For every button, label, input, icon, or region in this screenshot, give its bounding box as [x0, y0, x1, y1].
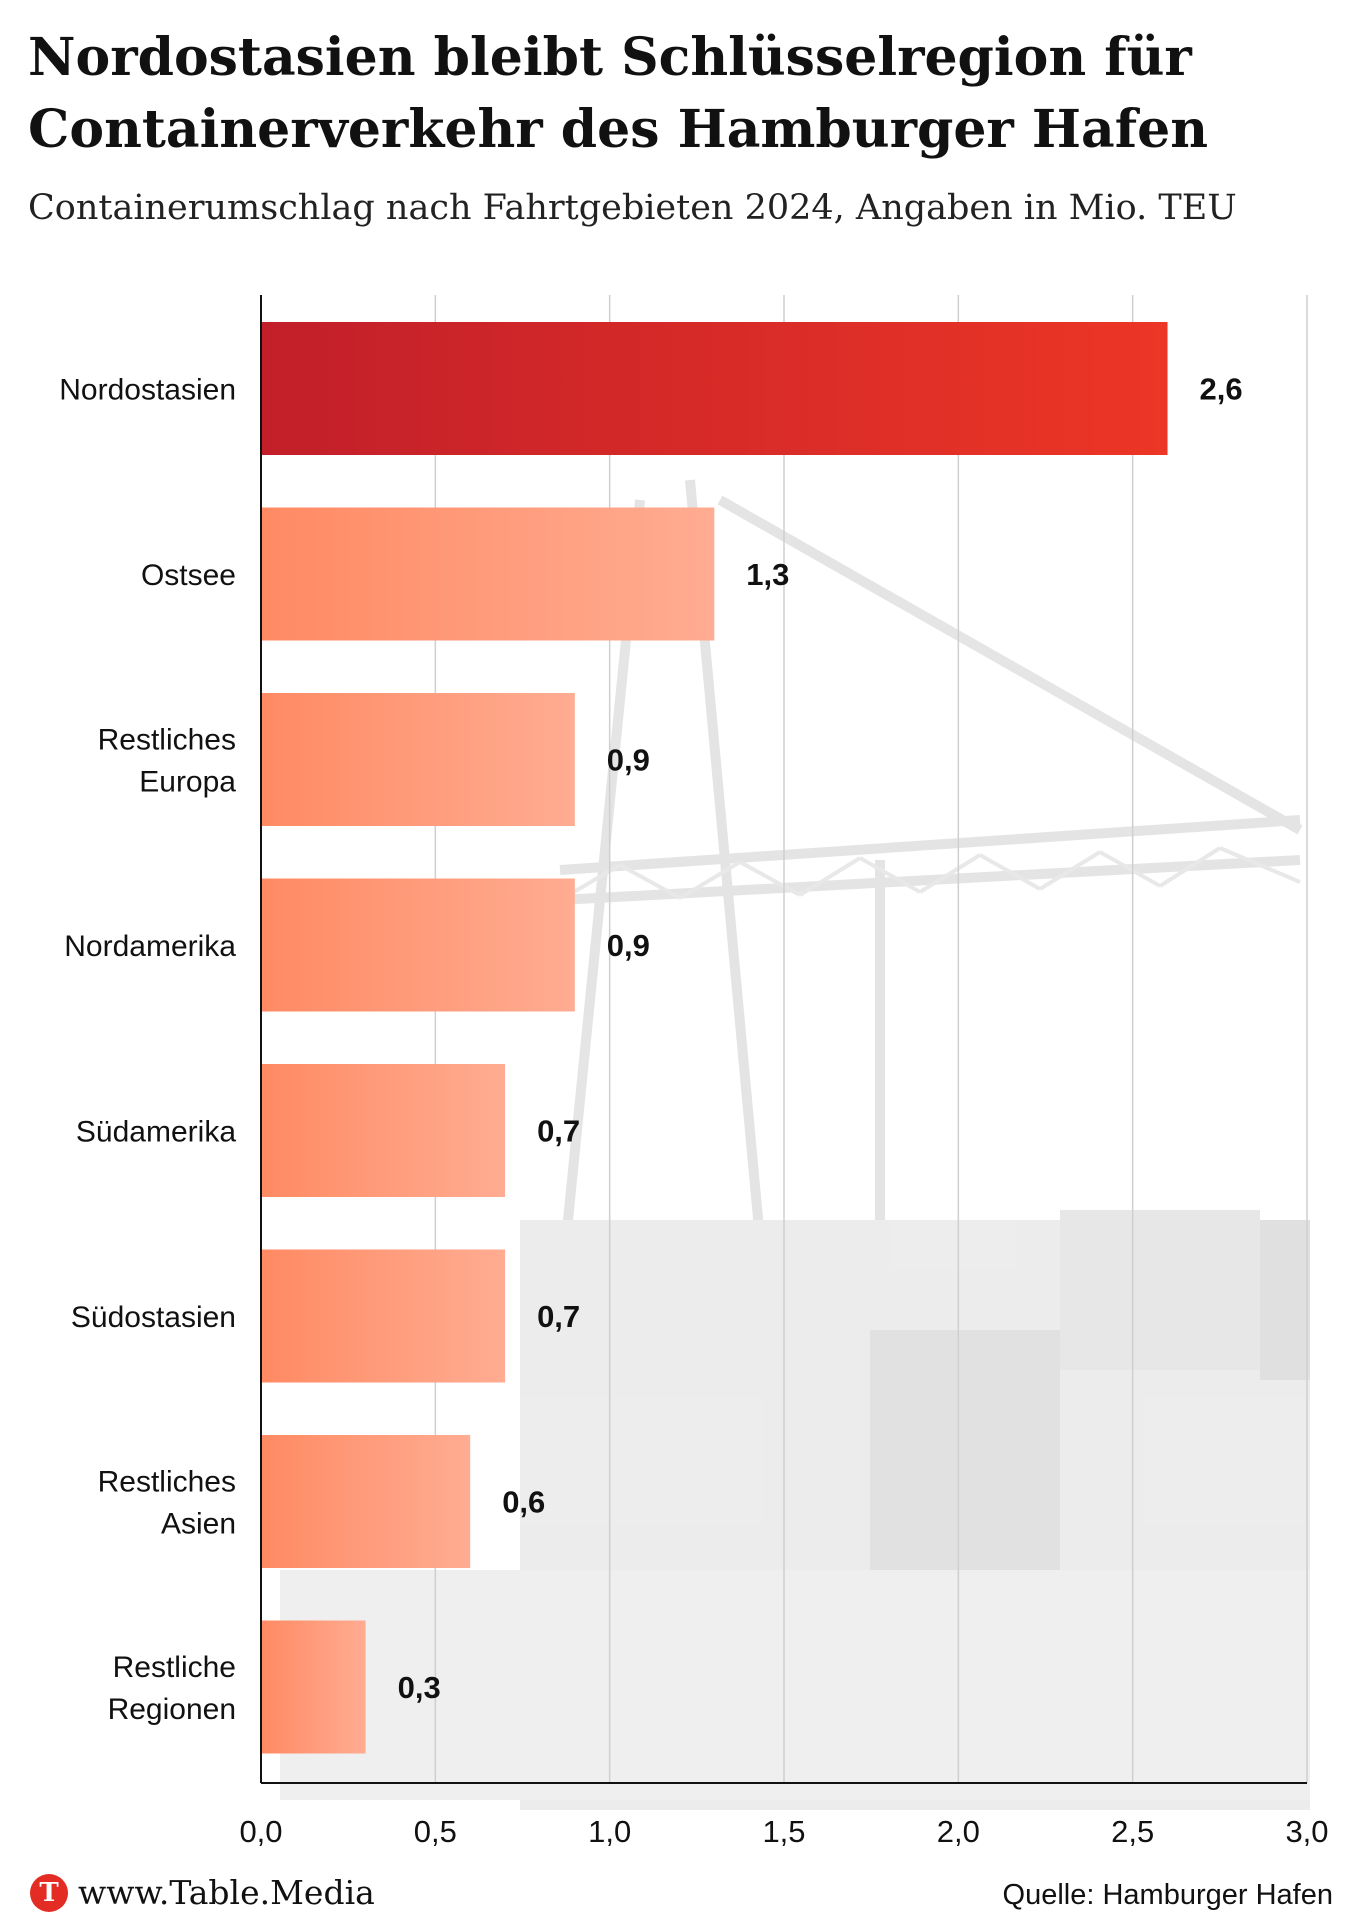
axes	[260, 295, 1307, 1784]
category-label: Restliches	[98, 1466, 236, 1499]
bar	[261, 1249, 506, 1383]
footer-url[interactable]: www.Table.Media	[78, 1873, 375, 1912]
value-label: 0,9	[607, 928, 650, 963]
category-label: Europa	[139, 766, 236, 799]
x-tick-label: 0,5	[414, 1814, 457, 1849]
category-label: Nordostasien	[59, 374, 236, 407]
value-label: 0,3	[398, 1670, 441, 1705]
category-label: Restliche	[113, 1651, 236, 1684]
value-label: 0,7	[537, 1299, 580, 1334]
category-label: Asien	[161, 1508, 236, 1541]
x-tick-label: 2,5	[1111, 1814, 1154, 1849]
value-label: 1,3	[746, 557, 789, 592]
category-labels: Nordostasien Ostsee Restliches Europa Nordam…	[59, 374, 236, 1727]
bar	[261, 322, 1168, 455]
category-label: Südostasien	[71, 1301, 236, 1334]
bar	[261, 1064, 506, 1197]
bar	[261, 1435, 471, 1568]
x-tick-label: 2,0	[937, 1814, 980, 1849]
table-media-logo: T	[30, 1874, 68, 1912]
bar	[261, 693, 575, 826]
x-tick-labels: 0,0 0,5 1,0 1,5 2,0 2,5 3,0	[239, 1814, 1328, 1849]
x-tick-label: 1,0	[588, 1814, 631, 1849]
chart-subtitle: Containerumschlag nach Fahrtgebieten 202…	[28, 188, 1237, 228]
category-label: Nordamerika	[64, 930, 236, 963]
value-label: 0,6	[502, 1485, 545, 1520]
value-label: 0,7	[537, 1114, 580, 1149]
x-tick-label: 0,0	[239, 1814, 282, 1849]
chart-title: Nordostasien bleibt Schlüsselregion für …	[28, 27, 1209, 160]
value-label: 0,9	[607, 743, 650, 778]
value-labels: 2,6 1,3 0,9 0,9 0,7 0,7 0,6 0,3	[398, 372, 1243, 1706]
bar	[261, 1620, 366, 1754]
category-label: Regionen	[108, 1693, 236, 1726]
background-photo	[280, 479, 1310, 1810]
source-note: Quelle: Hamburger Hafen	[1002, 1879, 1333, 1911]
value-label: 2,6	[1200, 372, 1243, 407]
category-label: Ostsee	[141, 559, 236, 592]
x-tick-label: 1,5	[762, 1814, 805, 1849]
x-tick-label: 3,0	[1285, 1814, 1328, 1849]
bars	[261, 322, 1168, 1754]
bar	[261, 507, 715, 641]
category-label: Restliches	[98, 724, 236, 757]
bar-chart: 2,6 1,3 0,9 0,9 0,7 0,7 0,6 0,3 Nordostasien Ost…	[59, 295, 1329, 1849]
category-label: Südamerika	[76, 1116, 236, 1149]
bar	[261, 878, 575, 1012]
